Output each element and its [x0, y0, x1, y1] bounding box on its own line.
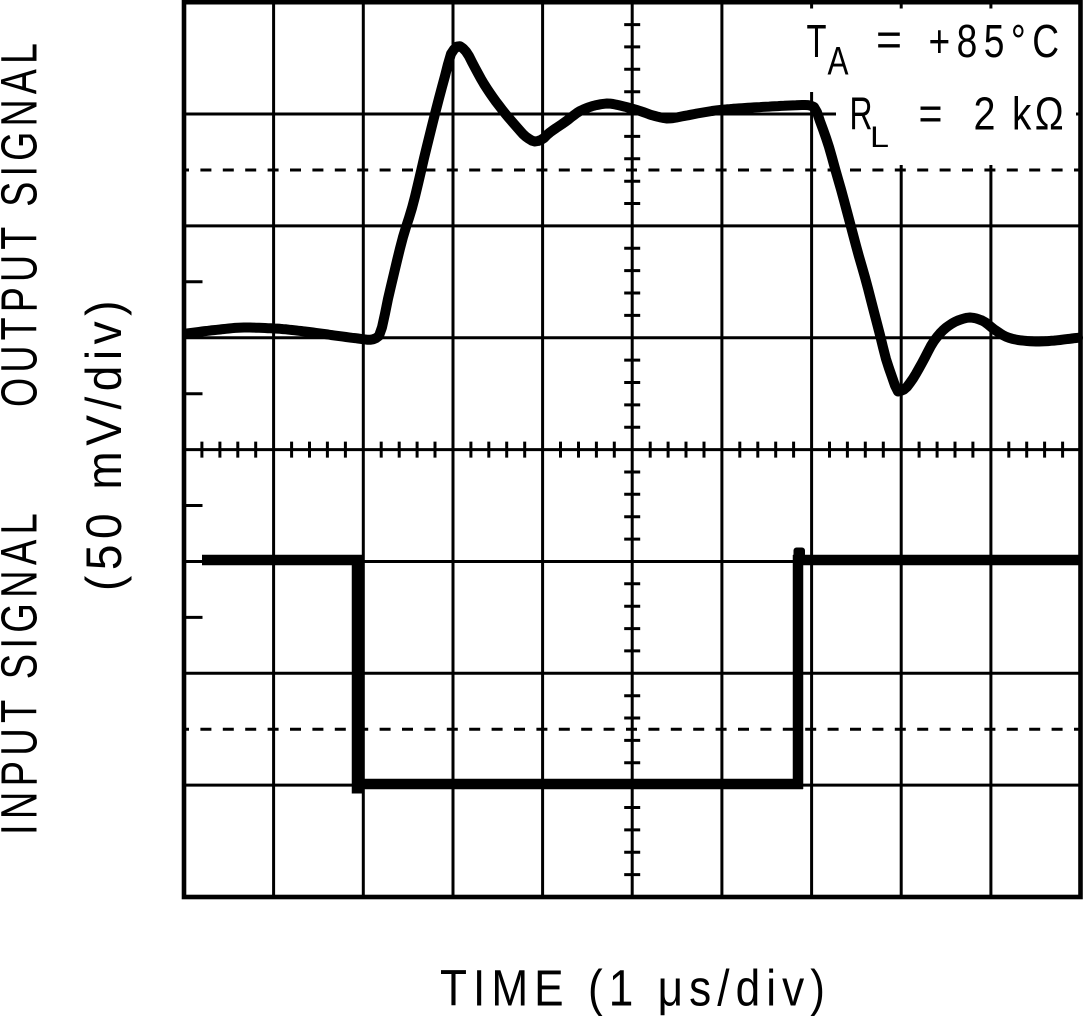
- svg-text:=: =: [919, 88, 943, 140]
- svg-text:A: A: [828, 40, 849, 84]
- svg-text:INPUT SIGNAL: INPUT SIGNAL: [0, 508, 48, 835]
- svg-text:TIME (1 μs/div): TIME (1 μs/div): [440, 960, 831, 1017]
- svg-text:=: =: [876, 14, 902, 66]
- svg-text:(50 mV/div): (50 mV/div): [76, 295, 132, 591]
- svg-text:+85°C: +85°C: [929, 15, 1066, 67]
- svg-text:2: 2: [974, 88, 996, 140]
- svg-text:kΩ: kΩ: [1012, 88, 1067, 140]
- svg-text:OUTPUT SIGNAL: OUTPUT SIGNAL: [0, 38, 48, 407]
- svg-text:T: T: [807, 15, 827, 67]
- svg-text:R: R: [850, 88, 873, 140]
- svg-text:L: L: [870, 121, 889, 154]
